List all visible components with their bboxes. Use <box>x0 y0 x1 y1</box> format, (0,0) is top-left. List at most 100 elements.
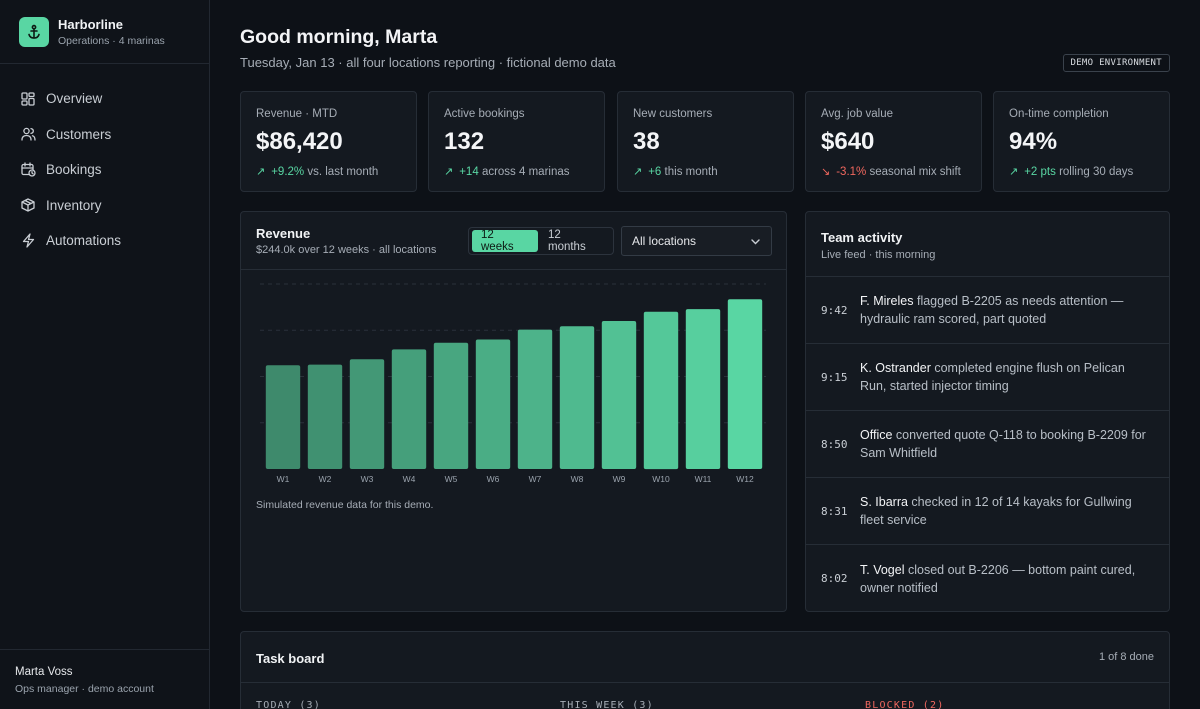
location-select[interactable]: All locations <box>621 226 772 256</box>
kpi-value: $640 <box>821 128 875 155</box>
range-toggle: 12 weeks 12 months <box>468 227 614 255</box>
activity-text: Office converted quote Q-118 to booking … <box>860 426 1154 462</box>
sidebar-item-inventory[interactable]: Inventory <box>0 188 209 224</box>
arrow-up-right-icon: ↗ <box>1009 166 1019 178</box>
activity-description: converted quote Q-118 to booking B-2209 … <box>860 428 1146 460</box>
revenue-subtitle: $244.0k over 12 weeks · all locations <box>256 244 437 256</box>
sidebar: Harborline Operations · 4 marinas Overvi… <box>0 0 210 709</box>
kpi-delta-note: rolling 30 days <box>1059 165 1134 178</box>
sidebar-item-label: Overview <box>46 91 103 107</box>
activity-description: checked in 12 of 14 kayaks for Gullwing … <box>860 495 1132 527</box>
activity-time: 8:50 <box>821 437 848 451</box>
activity-actor: S. Ibarra <box>860 495 908 509</box>
sidebar-item-customers[interactable]: Customers <box>0 117 209 153</box>
brand-subtitle: Operations · 4 marinas <box>58 34 165 47</box>
chart-bar-w8[interactable] <box>559 326 595 469</box>
kpi-card-avg-job-value: Avg. job value $640 ↘ -3.1% seasonal mix… <box>805 91 982 192</box>
chart-x-tick-label: W11 <box>695 474 712 484</box>
activity-item[interactable]: 9:42 F. Mireles flagged B-2205 as needs … <box>806 277 1169 344</box>
chart-bar-w5[interactable] <box>433 342 469 469</box>
chart-bar-w12[interactable] <box>727 299 763 469</box>
chart-bar-w6[interactable] <box>475 339 511 470</box>
revenue-panel-header: Revenue $244.0k over 12 weeks · all loca… <box>241 212 786 270</box>
kpi-delta: ↗ +14 across 4 marinas <box>444 165 589 179</box>
task-column-blocked: BLOCKED (2) <box>865 700 945 709</box>
activity-text: S. Ibarra checked in 12 of 14 kayaks for… <box>860 493 1154 529</box>
activity-time: 9:42 <box>821 303 848 317</box>
location-select-value: All locations <box>632 234 697 248</box>
lightning-icon <box>20 233 36 249</box>
chart-x-tick-label: W3 <box>361 474 374 484</box>
chart-x-tick-label: W12 <box>736 474 754 484</box>
activity-item[interactable]: 8:31 S. Ibarra checked in 12 of 14 kayak… <box>806 478 1169 545</box>
revenue-title: Revenue <box>256 226 311 241</box>
kpi-delta-value: -3.1% <box>836 165 867 178</box>
chart-x-tick-label: W7 <box>529 474 542 484</box>
kpi-delta-note: vs. last month <box>307 165 379 178</box>
chart-bar-w2[interactable] <box>307 364 343 469</box>
kpi-value: $86,420 <box>256 128 343 155</box>
chart-x-tick-label: W9 <box>613 474 626 484</box>
chart-bar-w10[interactable] <box>643 311 679 470</box>
activity-item[interactable]: 9:15 K. Ostrander completed engine flush… <box>806 344 1169 411</box>
chart-x-tick-label: W2 <box>319 474 332 484</box>
sidebar-item-automations[interactable]: Automations <box>0 223 209 259</box>
chart-bar-w3[interactable] <box>349 359 385 469</box>
kpi-card-active-bookings: Active bookings 132 ↗ +14 across 4 marin… <box>428 91 605 192</box>
sidebar-item-label: Bookings <box>46 162 102 178</box>
range-12-weeks-button[interactable]: 12 weeks <box>472 229 538 253</box>
kpi-delta: ↘ -3.1% seasonal mix shift <box>821 165 966 179</box>
kpi-label: Active bookings <box>444 108 525 120</box>
chart-bar-w4[interactable] <box>391 349 427 469</box>
range-12-months-button[interactable]: 12 months <box>547 229 586 253</box>
brand-name: Harborline <box>58 16 124 32</box>
chart-bar-w11[interactable] <box>685 309 721 469</box>
chart-x-tick-label: W1 <box>277 474 290 484</box>
task-progress: 1 of 8 done <box>1098 651 1154 663</box>
chart-bar-w1[interactable] <box>265 365 301 469</box>
task-board-panel: Task board 1 of 8 done TODAY (3) THIS WE… <box>240 631 1170 709</box>
calendar-clock-icon <box>20 162 36 178</box>
activity-item[interactable]: 8:02 T. Vogel closed out B-2206 — bottom… <box>806 545 1169 611</box>
kpi-value: 38 <box>633 128 660 155</box>
kpi-delta-value: +2 pts <box>1024 165 1056 178</box>
activity-header: Team activity Live feed · this morning <box>806 212 1169 277</box>
arrow-down-right-icon: ↘ <box>821 166 831 178</box>
activity-subtitle: Live feed · this morning <box>821 249 936 261</box>
activity-actor: T. Vogel <box>860 562 905 577</box>
chart-bar-w7[interactable] <box>517 329 553 469</box>
sidebar-item-bookings[interactable]: Bookings <box>0 152 209 188</box>
activity-time: 8:31 <box>821 504 848 518</box>
arrow-up-right-icon: ↗ <box>444 166 454 178</box>
kpi-delta: ↗ +9.2% vs. last month <box>256 165 401 179</box>
kpi-delta-note: this month <box>664 165 718 178</box>
chart-x-tick-label: W5 <box>445 474 458 484</box>
activity-time: 8:02 <box>821 572 848 585</box>
activity-description: completed engine flush on Pelican Run, s… <box>860 361 1125 393</box>
user-role: Ops manager · demo account <box>15 683 154 695</box>
revenue-panel: Revenue $244.0k over 12 weeks · all loca… <box>240 211 787 612</box>
task-board-title: Task board <box>256 651 325 666</box>
page-title: Good morning, Marta <box>240 26 438 48</box>
kpi-label: Avg. job value <box>821 108 894 120</box>
activity-item[interactable]: 8:50 Office converted quote Q-118 to boo… <box>806 411 1169 478</box>
brand-header[interactable]: Harborline Operations · 4 marinas <box>0 0 209 64</box>
sidebar-item-overview[interactable]: Overview <box>0 81 209 117</box>
kpi-card-on-time-completion: On-time completion 94% ↗ +2 pts rolling … <box>993 91 1170 192</box>
kpi-delta-note: across 4 marinas <box>481 165 570 178</box>
user-profile[interactable]: Marta Voss Ops manager · demo account <box>0 649 209 709</box>
kpi-delta-value: +9.2% <box>271 165 305 178</box>
sidebar-item-label: Automations <box>46 233 122 249</box>
activity-actor: K. Ostrander <box>860 361 931 375</box>
kpi-delta-value: +6 <box>648 165 662 178</box>
sidebar-nav: Overview Customers Bookings Inventory Au… <box>0 64 209 259</box>
chart-bar-w9[interactable] <box>601 321 637 469</box>
kpi-card-new-customers: New customers 38 ↗ +6 this month <box>617 91 794 192</box>
arrow-up-right-icon: ↗ <box>633 166 643 178</box>
environment-badge: DEMO ENVIRONMENT <box>1062 54 1170 72</box>
chart-footnote: Simulated revenue data for this demo. <box>256 499 434 511</box>
page-subtitle: Tuesday, Jan 13 · all four locations rep… <box>240 55 616 70</box>
chart-x-tick-label: W10 <box>652 474 670 484</box>
chart-x-tick-label: W8 <box>571 474 584 484</box>
grid-icon <box>20 91 36 107</box>
